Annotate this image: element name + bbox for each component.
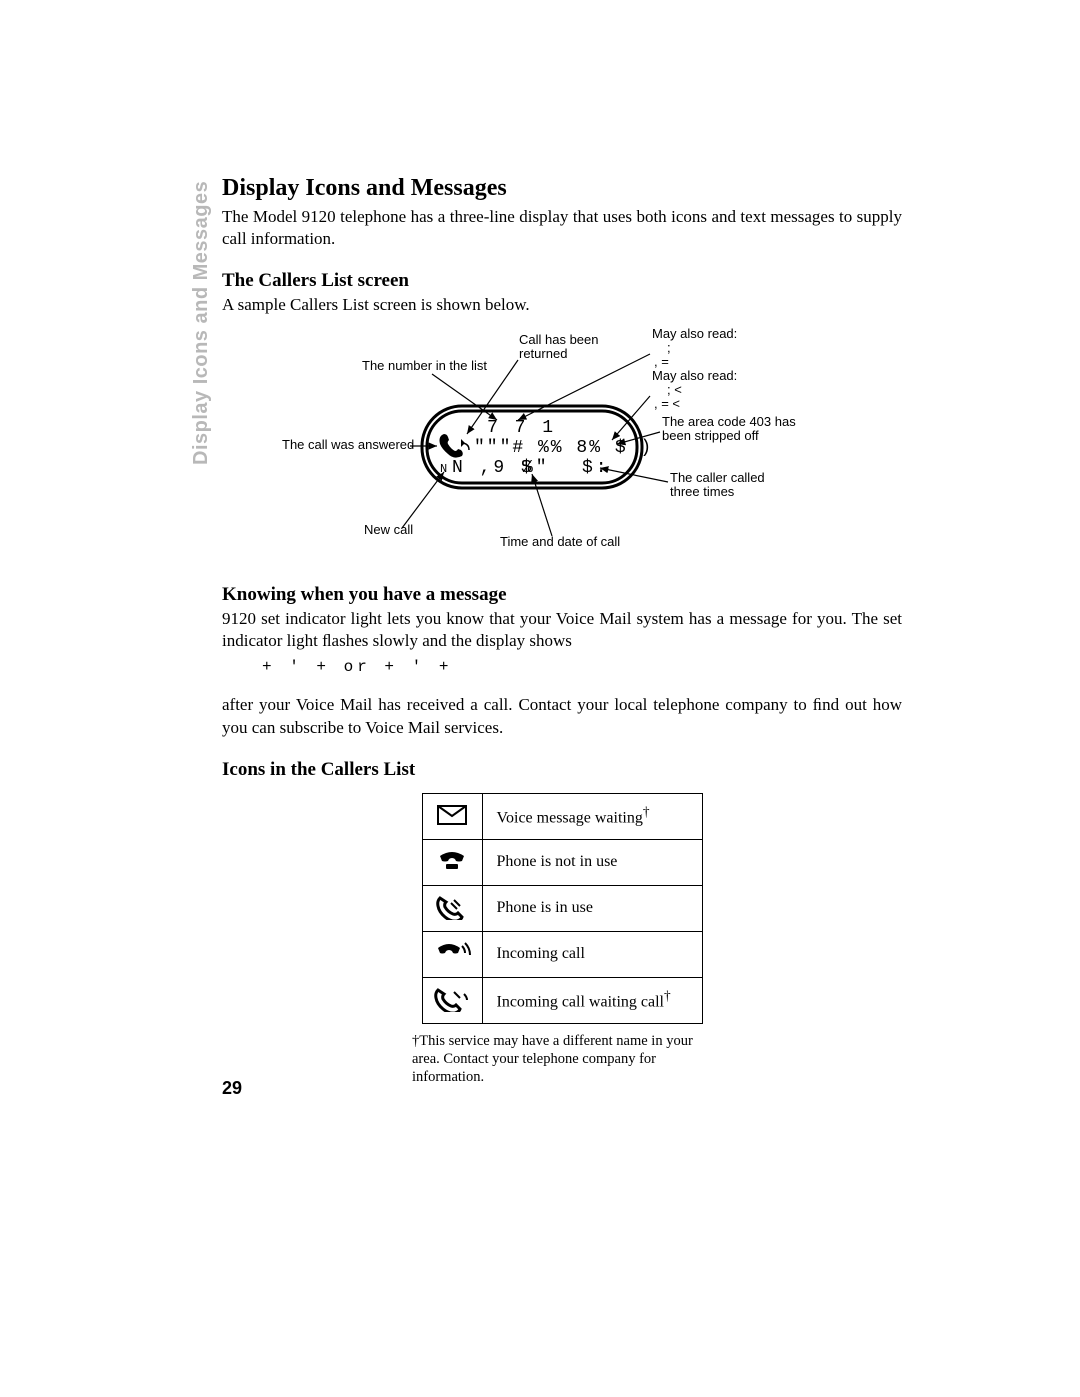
handset-icon bbox=[440, 434, 463, 458]
display-line-1: 7 7 1 bbox=[487, 418, 556, 438]
message-body-2: after your Voice Mail has received a cal… bbox=[222, 694, 902, 738]
svg-text:, = <: , = < bbox=[654, 396, 680, 411]
svg-text:three times: three times bbox=[670, 484, 735, 499]
icon-label: Phone is in use bbox=[482, 885, 702, 931]
svg-text:The area code 403 has: The area code 403 has bbox=[662, 414, 796, 429]
table-row: Incoming call waiting call† bbox=[422, 977, 702, 1023]
icon-label: Voice message waiting† bbox=[482, 793, 702, 839]
svg-text:;: ; bbox=[667, 340, 671, 355]
svg-text:New call: New call bbox=[364, 522, 413, 537]
icon-label: Incoming call waiting call† bbox=[482, 977, 702, 1023]
svg-text:Time and date of call: Time and date of call bbox=[500, 534, 620, 549]
subhead-icons-table: Icons in the Callers List bbox=[222, 759, 902, 781]
phone-off-icon bbox=[422, 885, 482, 931]
svg-text:The call was answered: The call was answered bbox=[282, 437, 414, 452]
callers-list-diagram: 7 7 1 """# %% 8% $ ) N N ,9 $ %" $: May … bbox=[222, 324, 902, 554]
icon-label: Phone is not in use bbox=[482, 839, 702, 885]
table-row: Voice message waiting† bbox=[422, 793, 702, 839]
display-line-3b: %" bbox=[522, 458, 550, 478]
side-tab: Display Icons and Messages bbox=[190, 175, 216, 465]
svg-text:Call has been: Call has been bbox=[519, 332, 599, 347]
svg-text:been stripped off: been stripped off bbox=[662, 428, 759, 443]
incoming-icon bbox=[422, 931, 482, 977]
svg-text:returned: returned bbox=[519, 346, 567, 361]
return-arrow-icon bbox=[461, 439, 469, 450]
page-content: Display Icons and Messages The Model 912… bbox=[222, 175, 902, 1086]
footnote: †This service may have a different name … bbox=[412, 1032, 712, 1086]
subhead-callers-list: The Callers List screen bbox=[222, 270, 902, 292]
table-row: Phone is not in use bbox=[422, 839, 702, 885]
phone-on-icon bbox=[422, 839, 482, 885]
intro-paragraph: The Model 9120 telephone has a three-lin… bbox=[222, 206, 902, 250]
page-title: Display Icons and Messages bbox=[222, 175, 902, 202]
svg-text:The number in the list: The number in the list bbox=[362, 358, 487, 373]
svg-text:; <: ; < bbox=[667, 382, 682, 397]
icons-table: Voice message waiting†Phone is not in us… bbox=[422, 793, 703, 1024]
message-display-sample: + ' + or + ' + bbox=[262, 658, 902, 676]
incoming-wait-icon bbox=[422, 977, 482, 1023]
page-number: 29 bbox=[222, 1078, 242, 1099]
message-body-1: 9120 set indicator light lets you know t… bbox=[222, 608, 902, 652]
callers-list-body: A sample Callers List screen is shown be… bbox=[222, 294, 902, 316]
table-row: Phone is in use bbox=[422, 885, 702, 931]
display-line-3c: $: bbox=[582, 458, 610, 478]
table-row: Incoming call bbox=[422, 931, 702, 977]
icon-label: Incoming call bbox=[482, 931, 702, 977]
svg-text:The caller called: The caller called bbox=[670, 470, 765, 485]
svg-text:May also read:: May also read: bbox=[652, 368, 737, 383]
svg-text:May also read:: May also read: bbox=[652, 326, 737, 341]
svg-text:, =: , = bbox=[654, 354, 669, 369]
display-n: N bbox=[440, 462, 447, 476]
subhead-message: Knowing when you have a message bbox=[222, 584, 902, 606]
envelope-icon bbox=[422, 793, 482, 839]
